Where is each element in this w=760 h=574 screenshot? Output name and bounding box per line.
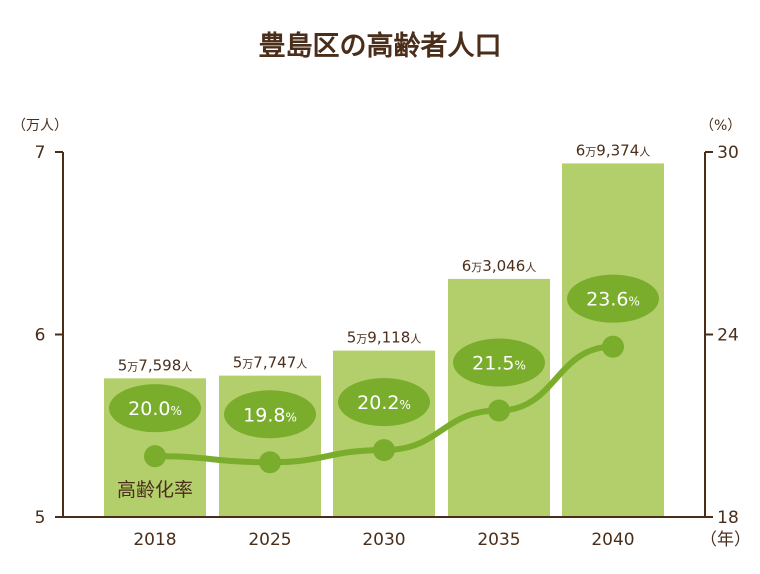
bar-value-part: 7,598 <box>138 356 181 374</box>
aging-rate-bubble <box>567 274 659 323</box>
bar-value-part: 万 <box>356 333 367 346</box>
right-tick-label: 24 <box>717 326 739 346</box>
right-tick-label: 30 <box>717 143 739 163</box>
aging-rate-value: 23.6 <box>586 289 628 311</box>
aging-rate-point-2040 <box>602 335 624 358</box>
bar-value-part: 3,046 <box>482 257 525 275</box>
bar-value-part: 5 <box>233 354 243 372</box>
x-tick-label: 2030 <box>362 530 405 550</box>
left-tick-label: 6 <box>35 326 46 346</box>
aging-rate-unit: % <box>628 295 639 309</box>
aging-rate-unit: % <box>285 410 296 424</box>
x-axis-unit: （年） <box>700 530 751 550</box>
bar-value-part: 9,374 <box>596 141 639 159</box>
aging-rate-label: 23.6% <box>586 289 640 311</box>
bar-value-label: 6万3,046人 <box>462 257 537 275</box>
aging-rate-point-2018 <box>144 445 166 468</box>
left-tick-label: 5 <box>35 508 46 528</box>
aging-rate-label: 21.5% <box>472 353 526 375</box>
left-axis-unit: （万人） <box>12 118 68 134</box>
aging-rate-point-2035 <box>488 399 510 422</box>
chart-title: 豊島区の高齢者人口 <box>259 30 502 62</box>
bar-value-part: 人 <box>181 360 192 373</box>
x-tick-label: 2018 <box>133 530 176 550</box>
left-tick-label: 7 <box>35 143 46 163</box>
aging-rate-value: 20.0 <box>128 398 170 420</box>
bar-value-part: 6 <box>576 141 586 159</box>
bar-value-part: 9,118 <box>367 329 410 347</box>
aging-rate-bubble <box>338 378 430 427</box>
bar-value-part: 7,747 <box>253 354 296 372</box>
x-tick-label: 2025 <box>248 530 291 550</box>
aging-rate-label: 20.0% <box>128 398 182 420</box>
aging-rate-point-2030 <box>373 439 395 462</box>
aging-rate-point-2025 <box>259 451 281 474</box>
bar-value-part: 人 <box>410 333 421 346</box>
aging-rate-label: 20.2% <box>357 392 411 414</box>
aging-rate-unit: % <box>399 398 410 412</box>
aging-rate-label: 19.8% <box>243 404 297 426</box>
aging-rate-bubble <box>453 338 545 387</box>
bar-value-label: 5万7,598人 <box>118 356 193 374</box>
bar-value-part: 万 <box>471 261 482 274</box>
x-tick-label: 2040 <box>591 530 634 550</box>
aging-rate-unit: % <box>514 359 525 373</box>
right-axis-unit: （%） <box>700 118 741 134</box>
bar-value-part: 人 <box>296 358 307 371</box>
bar-value-part: 万 <box>242 358 253 371</box>
aging-rate-bubble <box>109 384 201 433</box>
bar-value-part: 人 <box>639 145 650 158</box>
bar-value-part: 5 <box>118 356 128 374</box>
line-series-label: 高齢化率 <box>117 479 193 501</box>
aging-rate-value: 19.8 <box>243 404 285 426</box>
bar-value-label: 5万9,118人 <box>347 329 422 347</box>
bar-value-part: 5 <box>347 329 357 347</box>
bar-value-part: 万 <box>585 145 596 158</box>
x-tick-label: 2035 <box>477 530 520 550</box>
bar-value-part: 万 <box>127 360 138 373</box>
bar-value-part: 人 <box>525 261 536 274</box>
aging-rate-unit: % <box>170 404 181 418</box>
bar-value-label: 6万9,374人 <box>576 141 651 159</box>
right-tick-label: 18 <box>717 508 739 528</box>
bar-value-part: 6 <box>462 257 472 275</box>
bar-value-label: 5万7,747人 <box>233 354 308 372</box>
bar-2030 <box>333 350 435 517</box>
aging-rate-value: 21.5 <box>472 353 514 375</box>
aging-rate-bubble <box>224 390 316 439</box>
aging-rate-value: 20.2 <box>357 392 399 414</box>
